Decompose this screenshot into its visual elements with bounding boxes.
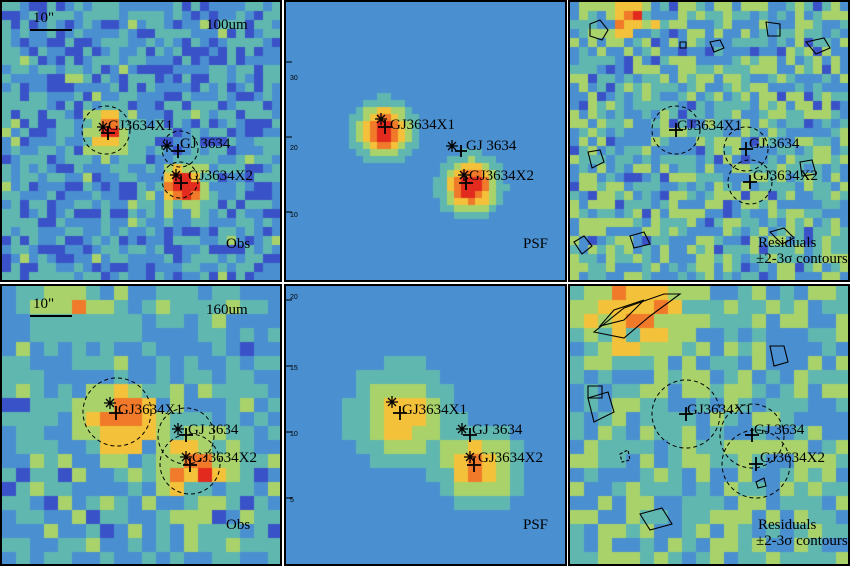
panel-160um-obs: GJ3634X1 GJ 3634 GJ3634X2 10" 160um Obs (0, 284, 282, 566)
overlay-100um-residuals: GJ3634X1 GJ 3634 GJ3634X2 (573, 19, 831, 255)
source-x1-marker (651, 105, 701, 155)
axis-ticks (286, 299, 292, 499)
wavelength-label: 160um (206, 302, 248, 318)
panel-label-contours: ±2-3σ contours (756, 251, 848, 267)
panel-label-contours: ±2-3σ contours (756, 533, 848, 549)
image-160um-obs (2, 286, 280, 564)
source-x2-marker (464, 451, 481, 472)
label-gj3634: GJ 3634 (749, 136, 800, 152)
source-x1-marker (82, 377, 152, 447)
label-gj3634: GJ 3634 (472, 422, 523, 438)
image-100um-obs (2, 2, 280, 280)
label-gj3634: GJ 3634 (466, 138, 517, 154)
tick-label: 20 (290, 294, 298, 301)
panel-label-residuals: Residuals (758, 235, 817, 251)
source-gj3634-marker (446, 140, 467, 157)
panel-160um-residuals: GJ3634X1 GJ 3634 GJ3634X2 Residuals ±2-3… (568, 284, 850, 566)
label-gj3634x2: GJ3634X2 (469, 168, 534, 184)
label-gj3634x2: GJ3634X2 (753, 168, 818, 184)
overlay-100um-obs: GJ3634X1 GJ 3634 GJ3634X2 (30, 29, 253, 199)
source-gj3634-marker (456, 423, 477, 442)
source-gj3634-marker (161, 130, 199, 168)
label-gj3634: GJ 3634 (754, 422, 805, 438)
panel-100um-psf: 30 20 10 GJ3634X1 GJ 3634 GJ3634X2 PSF (284, 0, 567, 282)
label-gj3634x1: GJ3634X1 (108, 118, 173, 134)
overlay-160um-obs: GJ3634X1 GJ 3634 GJ3634X2 (30, 315, 257, 495)
label-gj3634: GJ 3634 (180, 136, 231, 152)
label-gj3634x1: GJ3634X1 (402, 402, 467, 418)
source-x2-marker (727, 159, 773, 205)
source-x1-marker (651, 379, 721, 449)
source-x2-marker (159, 433, 221, 495)
source-x1-marker (386, 396, 407, 420)
residual-contours (573, 19, 831, 255)
panel-100um-residuals: GJ3634X1 GJ 3634 GJ3634X2 Residuals ±2-3… (568, 0, 850, 282)
tick-label: 10 (290, 212, 298, 219)
tick-label: 20 (290, 145, 298, 152)
tick-label: 15 (290, 365, 298, 372)
source-x2-marker (161, 161, 199, 199)
label-gj3634x2: GJ3634X2 (478, 450, 543, 466)
overlay-100um-psf: 30 20 10 GJ3634X1 GJ 3634 GJ3634X2 (286, 61, 534, 219)
panel-label-obs: Obs (226, 236, 251, 252)
source-gj3634-marker (723, 126, 769, 172)
tick-label: 5 (290, 497, 294, 504)
tick-label: 10 (290, 431, 298, 438)
label-gj3634x1: GJ3634X1 (390, 117, 455, 133)
image-100um-psf (286, 2, 565, 280)
residual-contours (587, 293, 789, 531)
panel-100um-obs: GJ3634X1 GJ 3634 GJ3634X2 10" 100um Obs (0, 0, 282, 282)
panel-label-residuals: Residuals (758, 517, 817, 533)
axis-ticks (286, 61, 292, 213)
label-gj3634x1: GJ3634X1 (677, 118, 742, 134)
panel-label-psf: PSF (523, 517, 549, 533)
source-x2-marker (458, 169, 473, 190)
wavelength-label: 100um (206, 17, 248, 33)
overlay-160um-residuals: GJ3634X1 GJ 3634 GJ3634X2 (587, 293, 825, 531)
panel-label-psf: PSF (523, 236, 549, 252)
source-x2-marker (721, 429, 791, 499)
overlay-160um-psf: 20 15 10 5 GJ3634X1 GJ 3634 GJ3634X2 (286, 294, 543, 504)
label-gj3634x1: GJ3634X1 (687, 402, 752, 418)
scalebar-label: 10" (33, 296, 55, 312)
label-gj3634x2: GJ3634X2 (760, 450, 825, 466)
label-gj3634: GJ 3634 (188, 422, 239, 438)
panel-160um-psf: 20 15 10 5 GJ3634X1 GJ 3634 GJ3634X2 PSF (284, 284, 567, 566)
source-x1-marker (375, 113, 392, 134)
source-x1-marker (81, 105, 131, 155)
label-gj3634x2: GJ3634X2 (192, 450, 257, 466)
tick-label: 30 (290, 75, 298, 82)
scalebar-label: 10" (33, 10, 55, 26)
panel-label-obs: Obs (226, 517, 251, 533)
image-160um-psf (286, 286, 565, 564)
label-gj3634x1: GJ3634X1 (118, 402, 183, 418)
image-100um-residuals (570, 2, 848, 280)
source-gj3634-marker (157, 407, 215, 465)
image-160um-residuals (570, 286, 848, 564)
label-gj3634x2: GJ3634X2 (188, 168, 253, 184)
